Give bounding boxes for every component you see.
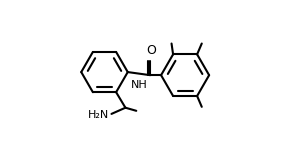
Text: H₂N: H₂N (88, 111, 109, 120)
Text: NH: NH (130, 80, 147, 90)
Text: O: O (146, 44, 156, 57)
